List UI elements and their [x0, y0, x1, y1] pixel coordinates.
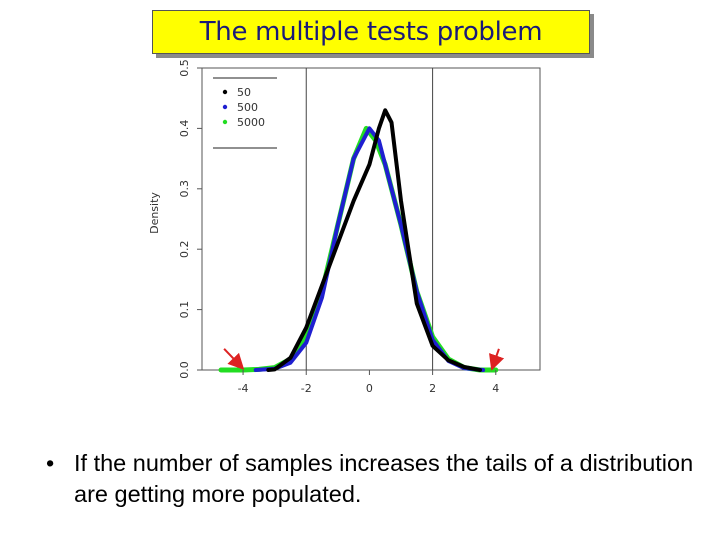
x-tick-label: 2 — [429, 382, 436, 395]
y-axis-label: Density — [148, 192, 161, 234]
legend-label-5000: 5000 — [237, 116, 265, 129]
series-line-5000 — [218, 125, 499, 373]
bullet-point: • If the number of samples increases the… — [46, 448, 696, 510]
legend-label-50: 50 — [237, 86, 251, 99]
bullet-text: If the number of samples increases the t… — [74, 450, 694, 507]
legend-marker-500 — [222, 104, 228, 110]
x-tick-label: 4 — [492, 382, 499, 395]
y-tick-label: 0.4 — [178, 120, 191, 138]
x-tick-label: -2 — [301, 382, 312, 395]
tail-arrow-1 — [489, 348, 505, 371]
bullet-marker: • — [46, 450, 55, 476]
series-line-50 — [266, 108, 482, 372]
y-tick-label: 0.1 — [178, 301, 191, 319]
slide-title: The multiple tests problem — [199, 17, 543, 47]
x-tick-label: 0 — [366, 382, 373, 395]
y-tick-label: 0.2 — [178, 240, 191, 258]
legend-label-500: 500 — [237, 101, 258, 114]
slide-title-box: The multiple tests problem — [152, 10, 590, 54]
y-tick-label: 0.3 — [178, 180, 191, 198]
legend-marker-50 — [222, 89, 228, 95]
legend-marker-5000 — [222, 119, 228, 125]
plot-frame — [201, 67, 541, 371]
y-tick-label: 0.5 — [178, 59, 191, 77]
tail-arrow-0 — [223, 348, 245, 370]
x-tick-label: -4 — [238, 382, 249, 395]
y-tick-label: 0.0 — [178, 361, 191, 379]
